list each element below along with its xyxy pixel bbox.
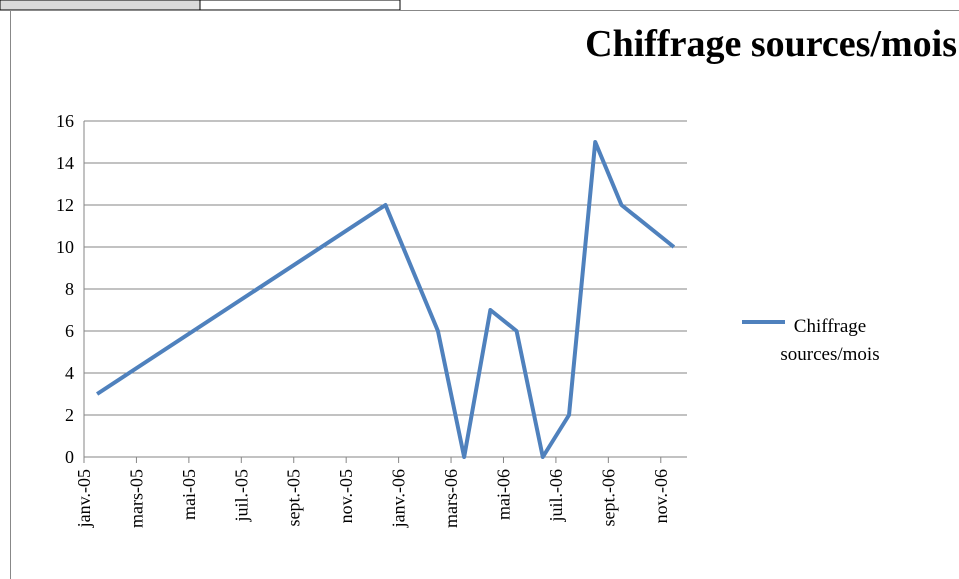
y-tick-label: 16 (56, 111, 74, 131)
y-tick-label: 4 (65, 363, 74, 383)
legend-label: Chiffrage sources/mois (780, 316, 880, 365)
x-tick-label: mai-05 (179, 469, 199, 520)
x-tick-label: janv.-05 (74, 469, 94, 528)
y-tick-label: 8 (65, 279, 74, 299)
x-tick-label: juil.-05 (231, 469, 251, 523)
cell (199, 0, 401, 11)
y-tick-label: 6 (65, 321, 74, 341)
y-tick-label: 14 (56, 153, 74, 173)
x-tick-label: mars-06 (441, 469, 461, 528)
x-tick-label: nov.-05 (336, 469, 356, 523)
x-tick-label: mai-06 (493, 469, 513, 520)
y-tick-label: 12 (56, 195, 74, 215)
x-tick-label: sept.-05 (284, 469, 304, 527)
data-line (96, 140, 676, 459)
x-tick-label: juil.-06 (546, 469, 566, 523)
y-tick-label: 10 (56, 237, 74, 257)
chart-frame (10, 10, 959, 579)
x-tick-label: nov.-06 (651, 469, 671, 523)
x-tick-label: sept.-06 (598, 469, 618, 527)
y-tick-label: 2 (65, 405, 74, 425)
x-tick-label: janv.-06 (389, 469, 409, 528)
x-tick-label: mars-05 (126, 469, 146, 528)
y-tick-label: 0 (65, 447, 74, 467)
chart-title: Chiffrage sources/mois (585, 23, 957, 65)
cell (0, 0, 201, 11)
